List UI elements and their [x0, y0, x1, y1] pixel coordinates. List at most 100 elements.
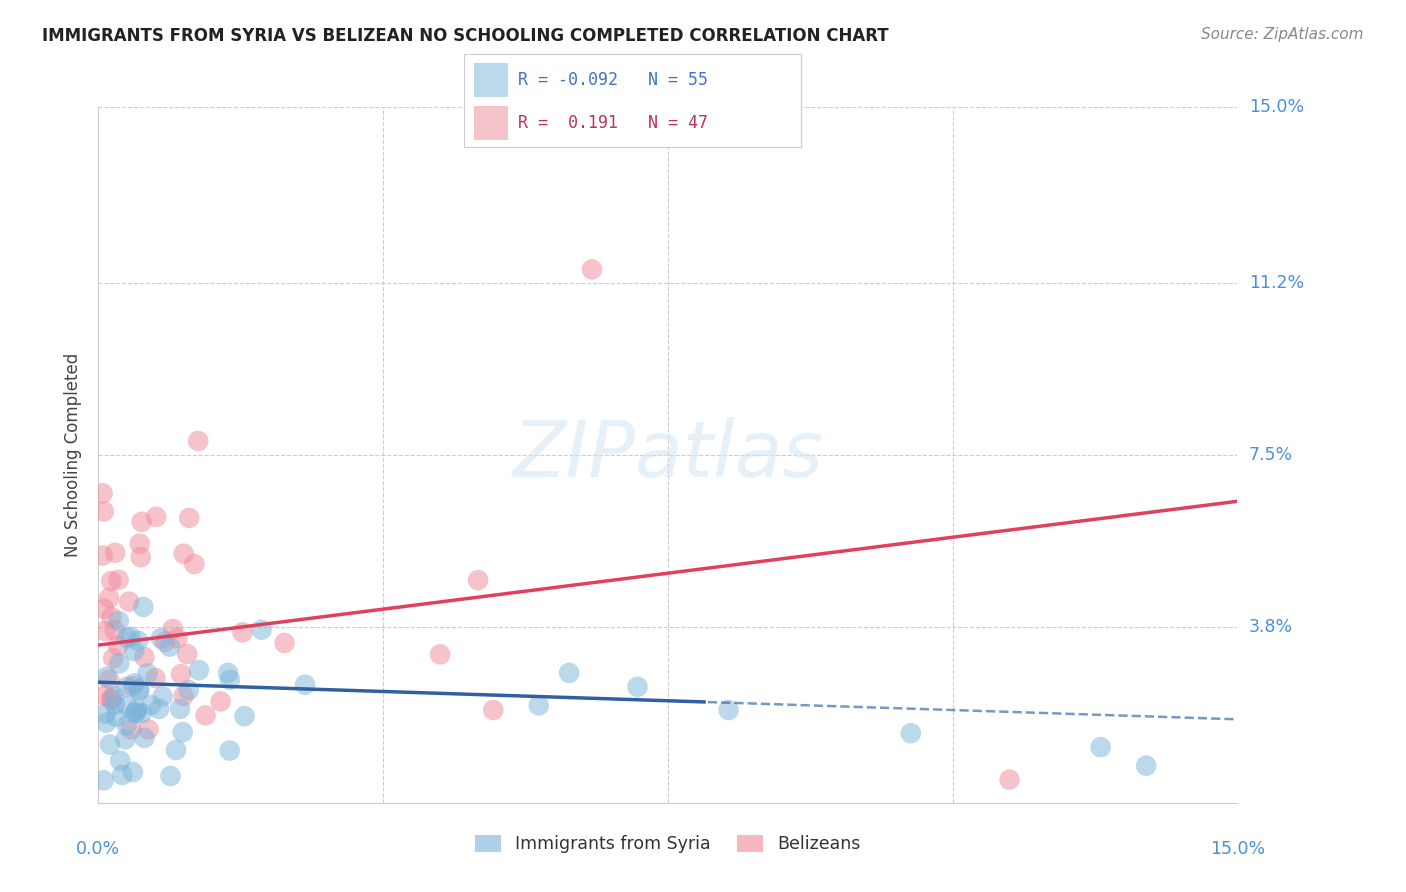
Point [136, 666, 159, 681]
Point [429, 648, 451, 662]
Point [219, 673, 242, 687]
Point [101, 651, 124, 665]
Point [179, 511, 201, 525]
Point [128, 683, 150, 698]
Point [128, 682, 150, 697]
Point [717, 703, 740, 717]
Point [125, 706, 148, 720]
Point [100, 574, 122, 588]
Point [110, 754, 132, 768]
Point [177, 683, 200, 698]
Point [124, 706, 146, 721]
Point [467, 573, 489, 587]
Point [166, 631, 188, 645]
Point [105, 710, 128, 724]
Text: 3.8%: 3.8% [1249, 617, 1292, 635]
Point [115, 680, 138, 694]
Point [115, 718, 138, 732]
Point [122, 679, 145, 693]
Point [273, 636, 295, 650]
Point [218, 743, 240, 757]
Point [120, 723, 142, 737]
Point [558, 665, 581, 680]
Point [120, 630, 142, 644]
Point [91, 549, 114, 563]
Text: 7.5%: 7.5% [1249, 446, 1292, 464]
Point [162, 622, 184, 636]
Point [128, 536, 150, 550]
Point [139, 698, 162, 712]
Text: 11.2%: 11.2% [1249, 275, 1303, 293]
Point [122, 644, 145, 658]
Point [173, 689, 195, 703]
Point [169, 702, 191, 716]
Text: Source: ZipAtlas.com: Source: ZipAtlas.com [1201, 27, 1364, 42]
Point [125, 703, 148, 717]
Point [98, 673, 121, 687]
Point [176, 647, 198, 661]
FancyBboxPatch shape [474, 106, 508, 140]
Point [1135, 758, 1157, 772]
Point [127, 633, 149, 648]
Point [107, 573, 129, 587]
Point [626, 680, 648, 694]
FancyBboxPatch shape [474, 63, 508, 96]
Point [93, 601, 115, 615]
Text: R =  0.191   N = 47: R = 0.191 N = 47 [517, 114, 709, 132]
Point [103, 690, 125, 704]
Point [527, 698, 550, 713]
Point [581, 262, 603, 277]
Point [107, 639, 129, 653]
Point [96, 715, 118, 730]
Point [96, 670, 118, 684]
Point [114, 732, 136, 747]
Point [93, 504, 115, 518]
Text: 15.0%: 15.0% [1249, 98, 1303, 116]
Point [134, 650, 156, 665]
Point [134, 731, 156, 745]
Text: 15.0%: 15.0% [1209, 840, 1265, 858]
Point [900, 726, 922, 740]
Point [131, 515, 153, 529]
Text: IMMIGRANTS FROM SYRIA VS BELIZEAN NO SCHOOLING COMPLETED CORRELATION CHART: IMMIGRANTS FROM SYRIA VS BELIZEAN NO SCH… [42, 27, 889, 45]
Point [100, 691, 122, 706]
Point [209, 694, 232, 708]
Point [145, 509, 167, 524]
Point [250, 623, 273, 637]
Point [93, 689, 115, 703]
Point [153, 634, 176, 648]
Point [94, 624, 117, 638]
Point [159, 769, 181, 783]
Text: R = -0.092   N = 55: R = -0.092 N = 55 [517, 70, 709, 88]
Point [122, 676, 145, 690]
Point [183, 557, 205, 571]
Point [187, 434, 209, 448]
Point [104, 698, 127, 712]
Point [118, 595, 141, 609]
Point [104, 546, 127, 560]
Point [117, 699, 139, 714]
Point [998, 772, 1021, 787]
Point [131, 706, 153, 721]
Point [115, 631, 138, 645]
Point [170, 667, 193, 681]
Point [148, 702, 170, 716]
Point [187, 663, 209, 677]
Point [1090, 740, 1112, 755]
Text: 0.0%: 0.0% [76, 840, 121, 858]
Point [111, 768, 134, 782]
Point [233, 709, 256, 723]
Point [100, 692, 122, 706]
Point [159, 640, 181, 654]
Point [93, 773, 115, 788]
Point [91, 486, 114, 500]
Point [108, 657, 131, 671]
Point [132, 599, 155, 614]
Legend: Immigrants from Syria, Belizeans: Immigrants from Syria, Belizeans [468, 828, 868, 860]
Point [173, 547, 195, 561]
Point [232, 625, 254, 640]
Point [172, 725, 194, 739]
Point [143, 671, 166, 685]
Point [482, 703, 505, 717]
Point [100, 610, 122, 624]
